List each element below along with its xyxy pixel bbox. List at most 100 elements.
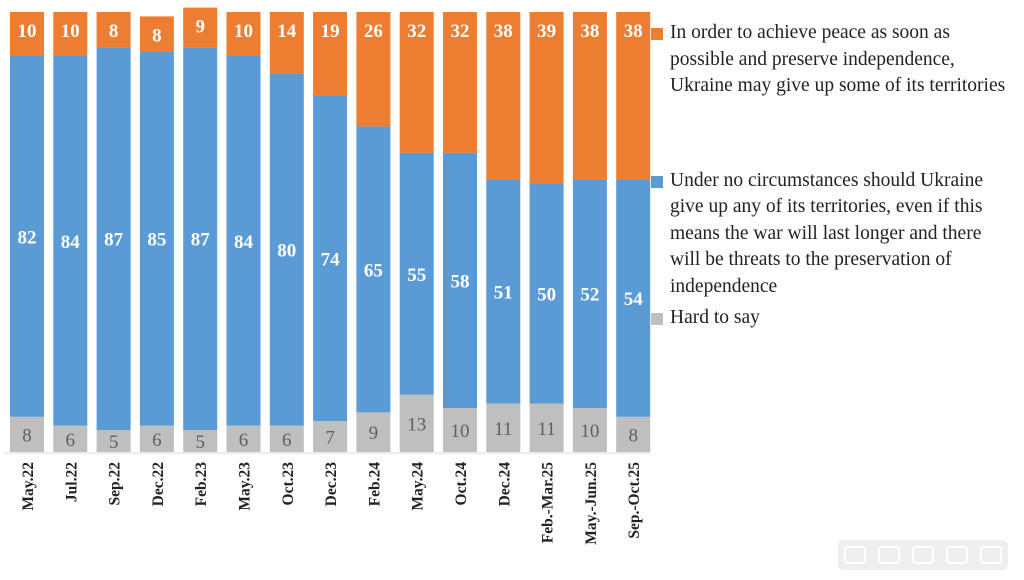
bar-segment xyxy=(226,12,261,56)
data-label: 32 xyxy=(451,21,470,42)
bar-segment xyxy=(269,73,304,426)
data-label: 10 xyxy=(451,421,470,442)
bar-segment xyxy=(269,425,304,452)
overlay-icon xyxy=(878,546,900,564)
data-label: 7 xyxy=(325,428,335,449)
data-label: 6 xyxy=(282,430,292,451)
data-label: 8 xyxy=(628,425,638,446)
bar-segment xyxy=(139,16,174,52)
data-label: 51 xyxy=(494,282,513,303)
x-tick-label: Dec.24 xyxy=(496,462,513,507)
bar-segment xyxy=(356,126,391,413)
bar-segment xyxy=(486,403,521,452)
bar-segment xyxy=(443,12,477,153)
bar-segment xyxy=(399,152,434,395)
data-label: 14 xyxy=(277,21,297,42)
legend-label-no-territory-concessions: Under no circumstances should Ukraine gi… xyxy=(670,169,983,297)
data-label: 11 xyxy=(494,419,512,440)
bar-segment xyxy=(443,408,477,452)
data-label: 5 xyxy=(109,432,119,453)
x-tick-label: May.24 xyxy=(410,462,427,511)
bar-segment xyxy=(139,425,174,452)
x-tick-label: Dec.23 xyxy=(323,462,340,507)
bar-segment xyxy=(313,95,348,422)
data-label: 85 xyxy=(147,230,166,251)
data-label: 38 xyxy=(580,21,599,42)
bar-segment xyxy=(10,416,44,452)
legend-item-hard-to-say: Hard to say xyxy=(651,305,1016,332)
bar-segment xyxy=(183,7,218,48)
data-label: 10 xyxy=(234,21,253,42)
bar-segment xyxy=(572,179,607,408)
bar-segment xyxy=(269,12,304,74)
legend-swatch-give-up-territories xyxy=(651,28,663,40)
x-tick-label: Sep.22 xyxy=(107,462,124,506)
bar-segment xyxy=(399,394,434,452)
data-label: 65 xyxy=(364,260,383,281)
bar-segment xyxy=(226,425,261,452)
bar-segment xyxy=(529,12,564,184)
data-label: 10 xyxy=(61,21,80,42)
data-label: 6 xyxy=(239,430,249,451)
data-label: 52 xyxy=(580,285,599,306)
x-tick-label: Sep.-Oct.25 xyxy=(626,462,643,539)
data-label: 11 xyxy=(537,419,555,440)
image-toolbar-overlay xyxy=(838,540,1008,570)
bar-segment xyxy=(96,430,131,452)
overlay-icon xyxy=(912,546,934,564)
legend-swatch-hard-to-say xyxy=(651,313,663,325)
legend-label-hard-to-say: Hard to say xyxy=(670,307,760,328)
bar-segment xyxy=(616,12,651,180)
bar-segment xyxy=(53,12,88,56)
x-tick-label: Feb.-Mar.25 xyxy=(540,462,557,543)
data-label: 87 xyxy=(104,230,124,251)
data-label: 19 xyxy=(321,21,340,42)
data-label: 6 xyxy=(66,430,76,451)
bar-segment xyxy=(529,403,564,452)
x-tick-label: Feb.23 xyxy=(193,462,210,507)
data-label: 13 xyxy=(407,414,426,435)
bar-segment xyxy=(183,47,218,430)
bar-segment xyxy=(10,56,44,417)
bar-segment xyxy=(356,12,391,127)
data-label: 87 xyxy=(191,230,211,251)
data-label: 38 xyxy=(624,21,643,42)
legend-label-give-up-territories: In order to achieve peace as soon as pos… xyxy=(670,22,1006,96)
legend-swatch-no-territory-concessions xyxy=(651,175,663,188)
data-label: 8 xyxy=(22,425,32,446)
x-tick-label: May.23 xyxy=(237,462,254,511)
bar-segment xyxy=(53,56,88,426)
data-label: 6 xyxy=(152,430,162,451)
bar-segment xyxy=(96,12,131,48)
x-tick-label: Oct.24 xyxy=(453,462,470,506)
data-label: 39 xyxy=(537,21,556,42)
legend-item-no-territory-concessions: Under no circumstances should Ukraine gi… xyxy=(651,168,1016,301)
bar-segment xyxy=(313,421,348,452)
bar-segment xyxy=(313,12,348,96)
data-label: 84 xyxy=(234,232,254,253)
data-label: 5 xyxy=(195,432,205,453)
overlay-icon xyxy=(946,546,968,564)
data-label: 74 xyxy=(321,249,341,270)
legend-item-give-up-territories: In order to achieve peace as soon as pos… xyxy=(651,20,1016,100)
data-label: 26 xyxy=(364,21,383,42)
data-label: 9 xyxy=(369,423,379,444)
bar-segment xyxy=(399,12,434,153)
x-tick-label: Feb.24 xyxy=(366,462,383,507)
data-label: 38 xyxy=(494,21,513,42)
bar-segment xyxy=(356,412,391,452)
bar-segment xyxy=(529,183,564,404)
data-label: 55 xyxy=(407,265,426,286)
bar-segment xyxy=(616,179,651,417)
data-label: 8 xyxy=(152,25,162,46)
bar-segment xyxy=(139,51,174,426)
bar-segment xyxy=(53,425,88,452)
data-label: 50 xyxy=(537,285,556,306)
x-tick-label: May.-Jun.25 xyxy=(583,462,600,545)
data-label: 54 xyxy=(624,289,644,310)
x-tick-label: Dec.22 xyxy=(150,462,167,507)
bar-segment xyxy=(226,56,261,426)
data-label: 32 xyxy=(407,21,426,42)
